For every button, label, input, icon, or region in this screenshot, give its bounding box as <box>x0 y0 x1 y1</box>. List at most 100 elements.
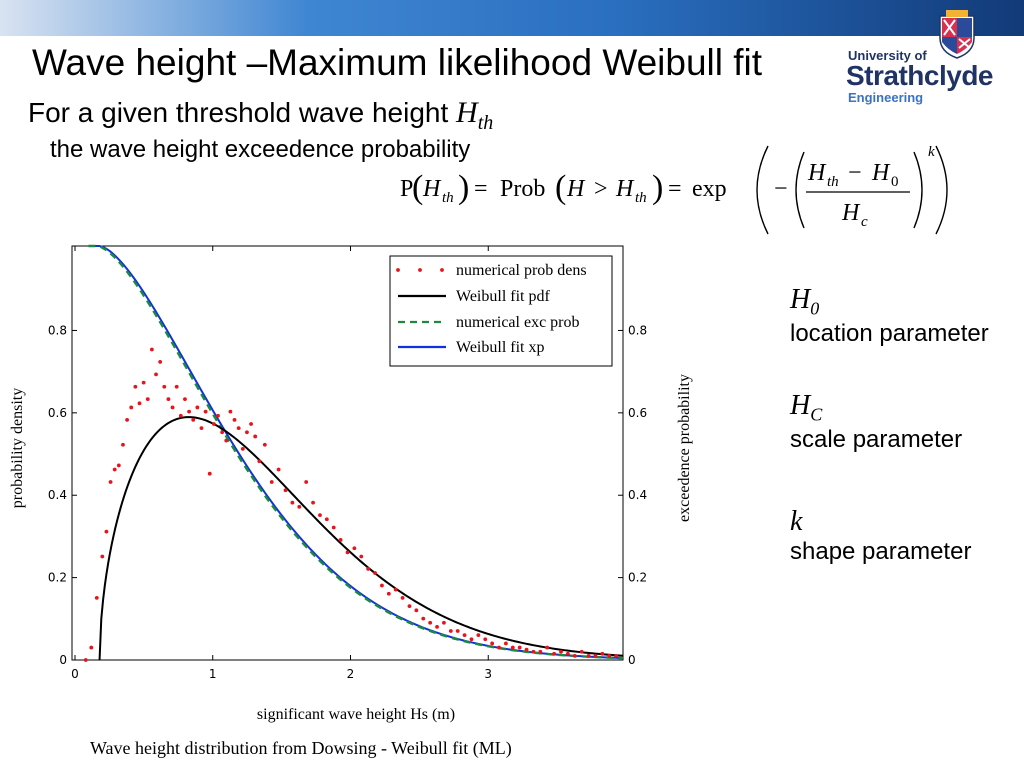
point-numerical-prob-dens <box>290 500 295 505</box>
logo-line-strathclyde: Strathclyde <box>846 60 994 91</box>
point-numerical-prob-dens <box>614 653 619 658</box>
formula-minus: − <box>774 176 788 202</box>
formula-paren-close-1: ) <box>458 169 469 206</box>
formula-exp: exp <box>692 176 727 202</box>
logo-line-university-of: University of <box>848 48 927 63</box>
legend-label-numerical-exc-prob: numerical exc prob <box>456 314 580 331</box>
legend-label-numerical-prob-dens: numerical prob dens <box>456 262 587 279</box>
point-numerical-prob-dens <box>154 372 158 377</box>
formula-paren-open-2: ( <box>555 169 566 206</box>
point-numerical-prob-dens <box>448 629 453 633</box>
threshold-text: For a given threshold wave height Hth <box>28 96 493 135</box>
series-numerical-exc-prob <box>88 244 624 660</box>
point-numerical-prob-dens <box>462 633 467 638</box>
point-numerical-prob-dens <box>579 649 584 654</box>
point-numerical-prob-dens <box>232 417 237 422</box>
legend-label-Weibull-fit-pdf: Weibull fit pdf <box>456 288 550 305</box>
point-numerical-prob-dens <box>257 459 262 464</box>
legend-label-Weibull-fit-xp: Weibull fit xp <box>456 339 544 356</box>
threshold-symbol: Hth <box>456 96 493 134</box>
point-numerical-prob-dens <box>359 554 364 559</box>
point-numerical-prob-dens <box>108 480 113 484</box>
point-numerical-prob-dens <box>104 529 109 534</box>
formula-num-h0: H <box>871 160 891 186</box>
point-numerical-prob-dens <box>174 384 179 389</box>
formula-prob: Prob <box>500 176 545 202</box>
point-numerical-prob-dens <box>607 653 612 658</box>
point-numerical-prob-dens <box>380 583 384 588</box>
formula-den-sub: c <box>861 214 868 230</box>
point-numerical-prob-dens <box>600 651 605 656</box>
point-numerical-prob-dens <box>240 446 245 451</box>
threshold-symbol-sub: th <box>477 112 494 134</box>
y-tick-label-left: 0.6 <box>48 406 67 420</box>
point-numerical-prob-dens <box>517 645 522 650</box>
legend: numerical prob dens Weibull fit pdf numeri… <box>389 255 613 367</box>
point-numerical-prob-dens <box>170 405 175 410</box>
legend-swatch-numerical-prob-dens <box>418 268 422 272</box>
y-tick-label-right: 0.2 <box>628 571 647 585</box>
y-tick-label-right: 0.4 <box>628 488 647 502</box>
point-numerical-prob-dens <box>428 620 433 625</box>
point-numerical-prob-dens <box>318 513 322 517</box>
point-numerical-prob-dens <box>141 380 146 385</box>
point-numerical-prob-dens <box>228 409 233 414</box>
point-numerical-prob-dens <box>483 637 488 642</box>
point-numerical-prob-dens <box>552 651 557 656</box>
threshold-symbol-h: H <box>456 96 478 129</box>
y-tick-label-left: 0.8 <box>48 323 67 337</box>
point-numerical-prob-dens <box>149 347 154 352</box>
point-numerical-prob-dens <box>497 645 501 650</box>
param-hc-label: scale parameter <box>790 425 963 453</box>
x-tick-label: 0 <box>71 667 79 681</box>
point-numerical-prob-dens <box>211 422 216 426</box>
point-numerical-prob-dens <box>559 649 563 654</box>
axis-ticks: 0 1 2 30 00.2 0.20.4 0.40.6 0.60.8 0.8 <box>48 246 647 681</box>
point-numerical-prob-dens <box>195 405 200 410</box>
param-h0-symbol-sub: 0 <box>810 298 820 319</box>
point-numerical-prob-dens <box>393 587 398 592</box>
formula-prob-hth: H <box>615 176 635 202</box>
point-numerical-prob-dens <box>435 624 439 629</box>
point-numerical-prob-dens <box>469 637 474 642</box>
point-numerical-prob-dens <box>373 571 377 575</box>
point-numerical-prob-dens <box>283 488 288 493</box>
point-numerical-prob-dens <box>166 397 171 402</box>
formula-paren-close-3 <box>913 151 923 229</box>
point-numerical-prob-dens <box>203 409 208 414</box>
point-numerical-prob-dens <box>324 517 329 522</box>
point-numerical-prob-dens <box>352 546 357 551</box>
wave-height-chart: 0 1 2 30 00.2 0.20.4 0.40.6 0.60.8 0.8 numerical… <box>9 244 693 723</box>
formula-paren-open-1: ( <box>412 169 423 206</box>
formula-num-minus: − <box>848 160 862 186</box>
point-numerical-prob-dens <box>262 442 267 447</box>
formula-paren-open-3 <box>795 151 805 229</box>
formula-num-h: H <box>807 160 827 186</box>
point-numerical-prob-dens <box>191 417 196 422</box>
exceedence-text: the wave height exceedence probability <box>50 136 471 163</box>
point-numerical-prob-dens <box>442 620 446 625</box>
point-numerical-prob-dens <box>116 463 121 468</box>
param-hc-symbol: HC <box>790 390 962 426</box>
point-numerical-prob-dens <box>100 554 105 559</box>
point-numerical-prob-dens <box>386 591 391 596</box>
exceedence-formula: P ( H th ) = Prob ( H > H th ) = exp − H… <box>400 144 948 235</box>
param-k-label: shape parameter <box>790 538 972 565</box>
legend-swatch-numerical-prob-dens <box>396 268 400 272</box>
y-tick-label-left: 0.4 <box>48 488 67 502</box>
point-numerical-prob-dens <box>586 653 591 658</box>
point-numerical-prob-dens <box>245 430 249 435</box>
x-tick-label: 2 <box>347 667 355 681</box>
series-weibull-fit-pdf <box>98 416 624 661</box>
point-numerical-prob-dens <box>311 500 315 505</box>
param-h0-symbol: H0 <box>790 284 989 320</box>
point-numerical-prob-dens <box>538 649 543 654</box>
y-tick-label-right: 0.8 <box>628 323 647 337</box>
figure-caption: Wave height distribution from Dowsing - … <box>90 738 512 758</box>
point-numerical-prob-dens <box>407 604 412 609</box>
formula-prob-h: H <box>566 176 586 202</box>
point-numerical-prob-dens <box>183 397 187 402</box>
formula-num-h0-sub: 0 <box>891 174 899 190</box>
formula-power-k: k <box>928 144 935 160</box>
point-numerical-prob-dens <box>476 633 481 638</box>
